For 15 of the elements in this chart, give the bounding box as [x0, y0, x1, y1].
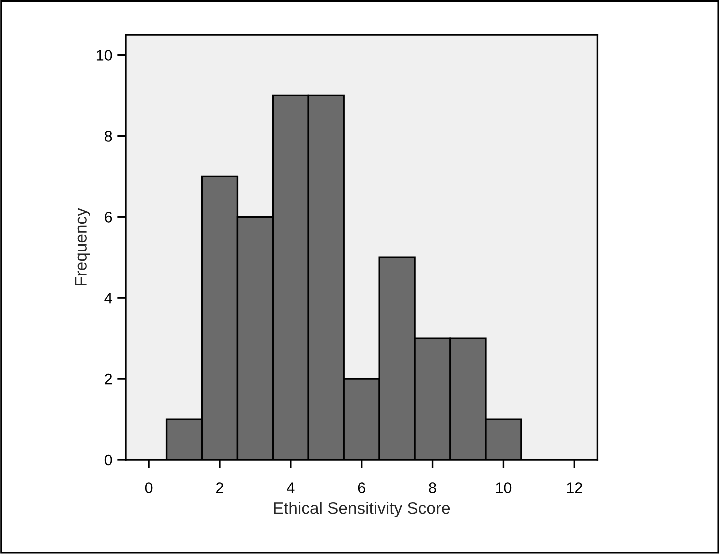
- y-tick-label: 10: [96, 50, 112, 61]
- x-axis-title: Ethical Sensitivity Score: [274, 502, 450, 518]
- x-tick-label: 2: [216, 482, 224, 494]
- y-tick-label: 0: [104, 454, 112, 466]
- x-tick-label: 4: [287, 482, 295, 494]
- x-tick-label: 6: [358, 482, 366, 494]
- x-tick-label: 0: [145, 482, 153, 494]
- y-tick-label: 4: [104, 293, 112, 304]
- x-tick-label: 12: [567, 482, 582, 494]
- y-tick-label: 8: [104, 131, 112, 142]
- y-tick-label: 6: [105, 212, 112, 223]
- x-tick-label: 8: [429, 482, 436, 494]
- x-tick-label: 10: [496, 482, 512, 494]
- y-tick-label: 2: [105, 374, 112, 385]
- y-axis-title: Frequency: [75, 208, 90, 286]
